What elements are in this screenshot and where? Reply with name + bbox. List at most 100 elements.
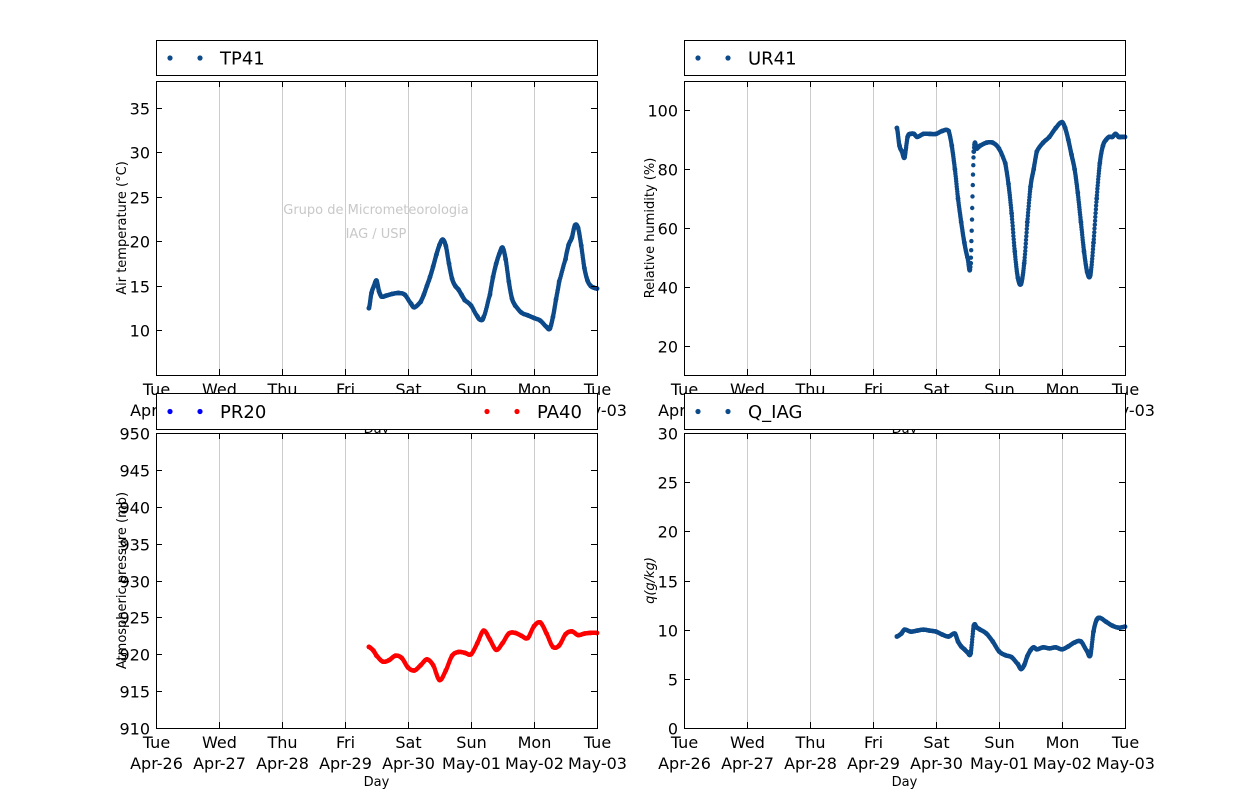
data-point: [968, 261, 973, 266]
y-tick-label: 945: [119, 462, 150, 481]
y-tick-label: 10: [130, 322, 150, 341]
x-tick-label: Apr-29: [319, 754, 372, 773]
legend: UR41: [684, 40, 1126, 76]
y-tick-label: 910: [119, 720, 150, 739]
legend-marker: [167, 408, 173, 415]
series-PA40: [366, 620, 600, 683]
legend-marker: [725, 408, 731, 415]
watermark-line: IAG / USP: [346, 227, 407, 242]
x-tick-label: Wed: [730, 733, 765, 752]
x-tick-label: Thu: [266, 733, 297, 752]
watermark: Grupo de Micrometeorologia IAG / USP: [283, 203, 469, 242]
legend: TP41: [156, 40, 598, 76]
y-tick-label: 60: [658, 220, 678, 239]
series-TP41: [366, 222, 600, 332]
data-point: [1092, 222, 1098, 227]
x-tick-label: Tue: [583, 733, 611, 752]
y-tick-label: 5: [668, 671, 678, 690]
x-axis: Tue Apr-26 Wed Apr-27 Thu Apr-28 Fri Apr-29 Sat A…: [658, 433, 1155, 773]
y-tick-label: 915: [119, 683, 150, 702]
x-tick-label: Fri: [864, 733, 883, 752]
y-tick-label: 25: [658, 474, 678, 493]
y-tick-label: 935: [119, 536, 150, 555]
data-point: [1090, 253, 1095, 258]
legend-marker: [167, 55, 173, 61]
y-tick-label: 15: [130, 278, 150, 297]
x-tick-label: Mon: [1046, 733, 1080, 752]
data-point: [1024, 230, 1029, 235]
subplot-4: 0 5 10 15 20 25 30 Tue Apr-26 Wed Apr-27 Thu Apr-28 F…: [643, 393, 1155, 790]
y-tick-label: 20: [130, 233, 150, 252]
subplot-1: Grupo de Micrometeorologia IAG / USP 10 15 2…: [115, 40, 627, 437]
data-point: [1091, 243, 1096, 249]
data-point: [1024, 226, 1030, 232]
data-point: [970, 182, 975, 188]
data-point: [1094, 193, 1100, 198]
x-tick-label: Thu: [794, 733, 825, 752]
y-tick-label: 30: [130, 144, 150, 163]
data-point: [1009, 217, 1015, 222]
data-point: [970, 194, 975, 199]
data-point: [970, 172, 976, 177]
data-point: [1090, 247, 1096, 252]
x-tick-label: Sat: [395, 733, 421, 752]
y-tick-label: 10: [658, 622, 678, 641]
legend-label: TP41: [219, 49, 265, 70]
plot-area: [156, 433, 597, 728]
x-axis-label: Day: [364, 775, 390, 790]
grid-lines: [219, 81, 535, 375]
data-point: [1093, 210, 1098, 216]
grid-lines: [747, 81, 1063, 375]
legend-box: [684, 393, 1126, 430]
x-tick-label: Apr-27: [721, 754, 774, 773]
data-point: [1010, 220, 1015, 225]
plot-area: [684, 433, 1125, 728]
legend-marker: [695, 55, 701, 61]
x-tick-label: May-02: [1033, 754, 1092, 773]
data-point: [1092, 226, 1097, 231]
x-tick-label: Tue: [142, 733, 170, 752]
data-point: [1025, 216, 1030, 222]
data-point: [968, 264, 973, 270]
data-point: [1092, 218, 1098, 223]
data-point: [1091, 240, 1096, 245]
data-point: [1025, 219, 1030, 225]
data-point: [1023, 237, 1029, 243]
legend-marker: [514, 408, 520, 415]
data-point: [969, 248, 974, 253]
data-point: [1094, 196, 1099, 201]
y-tick-label: 20: [658, 523, 678, 542]
data-point: [1026, 207, 1031, 212]
data-point: [971, 163, 976, 168]
data-point: [1023, 241, 1028, 246]
data-point: [1092, 230, 1097, 235]
axes-frame: [156, 81, 598, 376]
x-tick-label: May-03: [568, 754, 627, 773]
data-point: [971, 155, 976, 160]
data-point: [1095, 186, 1100, 191]
data-point: [1010, 227, 1016, 232]
series-Q_IAG: [894, 615, 1128, 672]
data-point: [970, 205, 975, 211]
y-axis: 20 40 60 80 100: [647, 102, 1125, 357]
data-point: [1024, 223, 1030, 228]
data-point: [1091, 237, 1097, 242]
x-tick-label: Fri: [336, 733, 355, 752]
x-tick-label: Apr-28: [256, 754, 309, 773]
data-point: [1093, 203, 1099, 208]
legend-box: [156, 393, 598, 430]
legend-marker: [197, 55, 203, 61]
data-point: [1011, 237, 1016, 242]
legend-marker: [197, 408, 203, 415]
legend-marker: [484, 408, 490, 415]
y-tick-label: 940: [119, 499, 150, 518]
x-tick-label: May-03: [1096, 754, 1155, 773]
legend-label: UR41: [748, 49, 797, 70]
y-tick-label: 15: [658, 573, 678, 592]
y-axis-label: Relative humidity (%): [643, 158, 658, 299]
x-tick-label: Tue: [1111, 733, 1139, 752]
data-point: [971, 149, 976, 154]
x-tick-label: Sun: [456, 733, 486, 752]
y-tick-label: 30: [658, 425, 678, 444]
